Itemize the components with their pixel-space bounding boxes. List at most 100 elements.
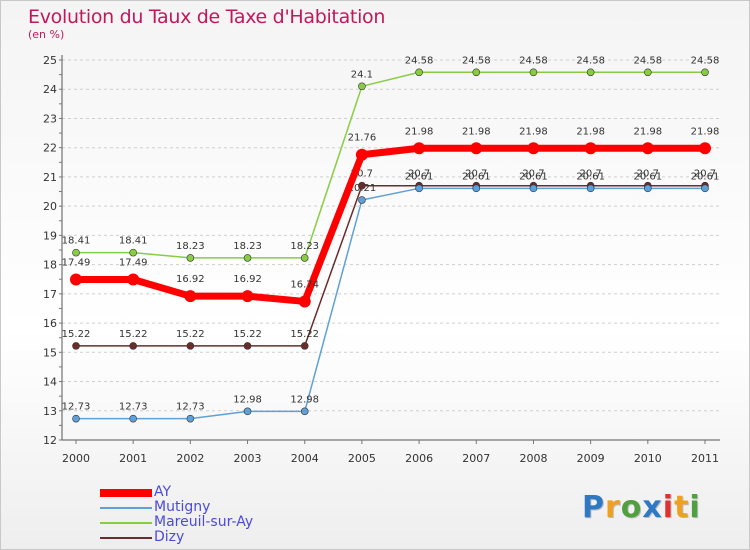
data-label-dizy: 20.7 xyxy=(522,169,544,180)
y-tick-label: 17 xyxy=(43,288,57,301)
x-tick-label: 2007 xyxy=(462,452,490,465)
data-point-ay xyxy=(527,142,540,155)
data-point-mareuil-sur-ay xyxy=(472,68,481,77)
line-chart: 12 13 14 15 16 17 18 19 20 21 22 23 24 25 2000 2001 2002… xyxy=(43,54,720,465)
data-label-ay: 17.49 xyxy=(119,258,148,269)
x-tick-label: 2011 xyxy=(691,452,719,465)
y-tick-label: 21 xyxy=(43,171,57,184)
y-tick-label: 24 xyxy=(43,83,57,96)
data-point-mareuil-sur-ay xyxy=(358,82,366,91)
data-point-mareuil-sur-ay xyxy=(129,248,137,257)
x-tick-label: 2001 xyxy=(119,452,147,465)
logo-letter: t xyxy=(674,490,690,525)
data-point-mutigny xyxy=(300,407,309,416)
logo-letter: i xyxy=(662,490,675,525)
series-line-ay xyxy=(72,144,709,305)
y-tick-label: 13 xyxy=(43,405,57,418)
data-label-mareuil-sur-ay: 24.58 xyxy=(462,55,491,66)
data-point-ay xyxy=(699,142,711,155)
data-label-mareuil-sur-ay: 24.58 xyxy=(519,55,548,66)
data-point-ay xyxy=(298,295,311,308)
data-point-mareuil-sur-ay xyxy=(300,254,309,262)
x-tick-label: 2006 xyxy=(405,452,433,465)
data-point-mutigny xyxy=(243,407,252,416)
data-label-dizy: 15.22 xyxy=(62,329,91,340)
data-point-mutigny xyxy=(472,184,481,193)
data-point-dizy xyxy=(300,342,309,350)
data-label-dizy: 15.22 xyxy=(176,329,205,340)
data-label-dizy: 15.22 xyxy=(290,329,319,340)
data-label-ay: 21.98 xyxy=(633,126,662,137)
data-point-dizy xyxy=(358,181,366,190)
x-tick-label: 2008 xyxy=(519,452,547,465)
data-label-ay: 21.98 xyxy=(576,126,605,137)
data-label-dizy: 20.7 xyxy=(637,169,659,180)
data-point-ay xyxy=(641,142,654,155)
data-label-mareuil-sur-ay: 18.41 xyxy=(119,236,148,247)
legend-item: Mutigny xyxy=(100,499,350,515)
y-tick-label: 20 xyxy=(43,200,57,213)
logo-letter: x xyxy=(642,490,663,525)
data-label-mutigny: 20.61 xyxy=(405,171,434,182)
data-label-mutigny: 20.61 xyxy=(691,171,720,182)
data-label-dizy: 20.7 xyxy=(351,169,373,180)
logo-letter: i xyxy=(689,490,701,525)
logo-letter: P xyxy=(582,490,605,525)
data-point-dizy xyxy=(129,342,137,350)
data-point-mutigny xyxy=(586,184,595,193)
legend-label: AY xyxy=(154,484,172,500)
data-label-mareuil-sur-ay: 24.58 xyxy=(633,55,662,66)
data-point-ay xyxy=(184,290,197,303)
data-label-ay: 16.92 xyxy=(233,274,262,285)
logo-letter: o xyxy=(620,490,643,525)
data-point-ay xyxy=(413,142,426,155)
data-point-dizy xyxy=(72,342,80,350)
data-label-mutigny: 20.61 xyxy=(519,171,548,182)
data-label-mutigny: 12.98 xyxy=(233,394,262,405)
data-label-mareuil-sur-ay: 24.1 xyxy=(351,69,373,80)
x-tick-label: 2000 xyxy=(62,452,90,465)
data-point-ay xyxy=(584,142,597,155)
legend-label: Mareuil-sur-Ay xyxy=(154,514,254,530)
x-tick-label: 2009 xyxy=(577,452,605,465)
data-label-mareuil-sur-ay: 18.41 xyxy=(62,236,91,247)
data-label-ay: 21.98 xyxy=(691,126,720,137)
x-tick-label: 2002 xyxy=(176,452,204,465)
data-label-mareuil-sur-ay: 18.23 xyxy=(176,241,205,252)
series-line-dizy xyxy=(75,184,706,347)
data-label-dizy: 20.7 xyxy=(694,169,716,180)
legend-swatch xyxy=(100,507,152,509)
data-label-mareuil-sur-ay: 24.58 xyxy=(576,55,605,66)
legend-swatch xyxy=(100,489,152,497)
chart-title: Evolution du Taux de Taxe d'Habitation xyxy=(28,6,386,28)
y-tick-label: 22 xyxy=(43,142,57,155)
logo-letter: r xyxy=(605,490,621,525)
data-point-ay xyxy=(355,148,368,161)
data-point-mareuil-sur-ay xyxy=(186,254,195,262)
proxiti-logo: Proxiti xyxy=(582,490,701,525)
y-tick-label: 23 xyxy=(43,112,57,125)
data-point-mutigny xyxy=(529,184,538,193)
data-point-mutigny xyxy=(72,414,80,423)
data-label-mutigny: 20.21 xyxy=(348,183,377,194)
data-label-dizy: 20.7 xyxy=(408,169,430,180)
data-label-dizy: 15.22 xyxy=(233,329,262,340)
legend-label: Dizy xyxy=(154,529,185,545)
data-point-mareuil-sur-ay xyxy=(72,248,80,257)
y-tick-label: 14 xyxy=(43,376,57,389)
data-point-ay xyxy=(470,142,483,155)
data-label-mutigny: 12.98 xyxy=(290,394,319,405)
data-label-mutigny: 20.61 xyxy=(633,171,662,182)
data-label-dizy: 20.7 xyxy=(580,169,602,180)
data-label-mutigny: 20.61 xyxy=(576,171,605,182)
data-point-ay xyxy=(241,290,254,303)
legend-item: Mareuil-sur-Ay xyxy=(100,514,350,530)
data-label-mutigny: 12.73 xyxy=(119,402,148,413)
data-label-ay: 21.98 xyxy=(405,126,434,137)
y-tick-label: 16 xyxy=(43,317,57,330)
data-point-mareuil-sur-ay xyxy=(415,68,423,77)
data-point-mutigny xyxy=(701,184,709,193)
data-label-mareuil-sur-ay: 24.58 xyxy=(405,55,434,66)
legend-item: Dizy xyxy=(100,529,350,545)
